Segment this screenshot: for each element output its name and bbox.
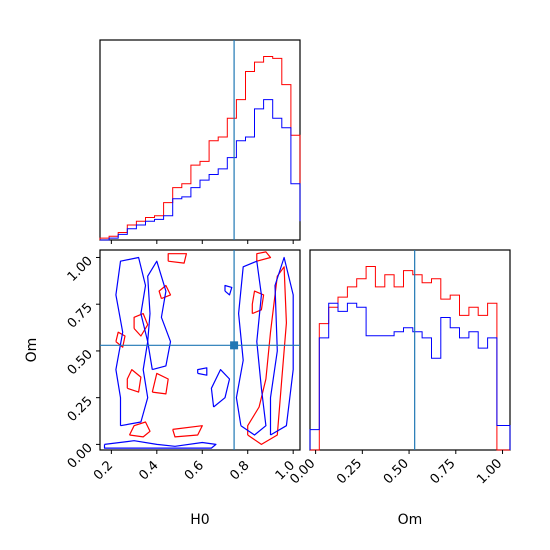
panel-h0-om-contour-frame bbox=[99, 249, 301, 451]
panel-h0-histogram-frame bbox=[99, 39, 301, 241]
contour-series-0-level-9 bbox=[256, 251, 272, 262]
contour-series-1-level-4 bbox=[235, 260, 267, 436]
contour-lines-group bbox=[103, 251, 294, 449]
contour-series-0-level-1 bbox=[126, 369, 142, 393]
contour-series-0-level-6 bbox=[172, 425, 203, 438]
om-hist-x-tick-label-2: 0.50 bbox=[381, 456, 412, 487]
om-hist-x-tick-label-1: 0.25 bbox=[334, 456, 365, 487]
y-axis-label-om: Om bbox=[24, 338, 40, 363]
om-hist-series-0-step bbox=[310, 266, 510, 451]
om-hist-x-tick-label-3: 0.75 bbox=[428, 456, 459, 487]
contour-series-0-level-0 bbox=[128, 421, 151, 438]
contour-x-tick-label-3: 0.8 bbox=[227, 458, 252, 483]
om-hist-series-1-step bbox=[309, 302, 511, 450]
contour-x-tick-label-2: 0.6 bbox=[182, 458, 207, 483]
contour-series-0-level-4 bbox=[158, 284, 172, 300]
panel-h0-histogram bbox=[99, 39, 301, 244]
contour-y-tick-label-1: 0.25 bbox=[65, 394, 96, 425]
contour-y-tick-label-0: 0.00 bbox=[65, 441, 96, 472]
contour-y-tick-label-2: 0.50 bbox=[65, 347, 96, 378]
contour-series-0-level-3 bbox=[151, 372, 169, 395]
panel-om-histogram: 0.00 0.25 0.50 0.75 1.00 bbox=[287, 249, 511, 487]
contour-y-tick-label-4: 1.00 bbox=[65, 254, 96, 285]
contour-series-1-level-2 bbox=[147, 260, 172, 371]
contour-x-tick-label-0: 0.2 bbox=[91, 458, 116, 483]
contour-series-1-level-7 bbox=[224, 284, 233, 296]
h0-hist-series-1-step bbox=[100, 99, 301, 241]
om-hist-x-tick-label-0: 0.00 bbox=[287, 456, 318, 487]
om-hist-x-tick-label-4: 1.00 bbox=[474, 456, 505, 487]
h0-hist-series-0-step bbox=[99, 56, 301, 240]
contour-series-0-level-2 bbox=[133, 313, 149, 337]
contour-series-0-level-7 bbox=[247, 266, 287, 445]
panel-om-histogram-frame bbox=[309, 249, 511, 451]
contour-x-tick-label-1: 0.4 bbox=[136, 458, 161, 483]
contour-series-0-level-5 bbox=[167, 253, 187, 264]
contour-series-1-level-6 bbox=[197, 367, 208, 376]
contour-series-1-level-3 bbox=[210, 369, 231, 408]
x-axis-label-om: Om bbox=[398, 512, 423, 528]
contour-truth-marker bbox=[230, 341, 239, 350]
contour-y-tick-label-3: 0.75 bbox=[65, 300, 96, 331]
x-axis-label-h0: H0 bbox=[190, 512, 209, 528]
contour-series-1-level-0 bbox=[103, 440, 217, 449]
contour-series-1-level-1 bbox=[115, 256, 149, 427]
contour-series-1-level-5 bbox=[269, 256, 294, 436]
panel-h0-om-contour: 0.2 0.4 0.6 0.8 1.00.000.250.500.751.00 bbox=[65, 249, 301, 483]
